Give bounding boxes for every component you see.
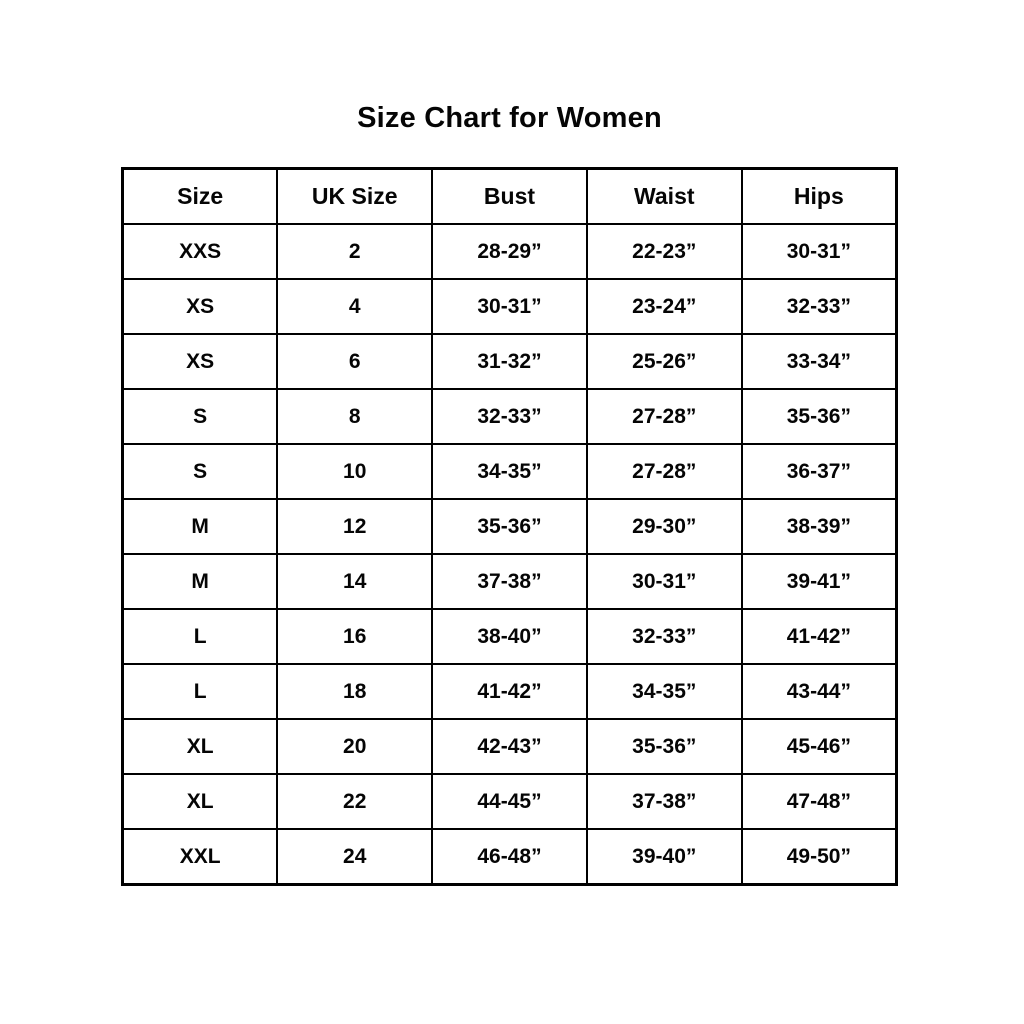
table-row: L 18 41-42” 34-35” 43-44” <box>121 663 898 720</box>
table-cell: 37-38” <box>585 773 743 830</box>
table-cell: M <box>121 553 279 610</box>
table-cell: L <box>121 663 279 720</box>
table-cell: 32-33” <box>585 608 743 665</box>
table-cell: 47-48” <box>740 773 898 830</box>
table-cell: 31-32” <box>431 333 588 390</box>
table-cell: 27-28” <box>585 388 743 445</box>
column-header: Size <box>121 167 279 225</box>
table-row: XXL 24 46-48” 39-40” 49-50” <box>121 828 898 886</box>
table-cell: 39-41” <box>740 553 898 610</box>
table-cell: 2 <box>276 223 434 280</box>
table-cell: S <box>121 388 279 445</box>
table-cell: XS <box>121 278 279 335</box>
table-cell: 22-23” <box>585 223 743 280</box>
table-cell: 24 <box>276 828 434 886</box>
table-cell: XL <box>121 773 279 830</box>
table-row: S 10 34-35” 27-28” 36-37” <box>121 443 898 500</box>
table-cell: XS <box>121 333 279 390</box>
table-cell: S <box>121 443 279 500</box>
table-cell: 35-36” <box>431 498 588 555</box>
table-cell: 18 <box>276 663 434 720</box>
table-row: XS 6 31-32” 25-26” 33-34” <box>121 333 898 390</box>
column-header: Waist <box>585 167 743 225</box>
size-table-head: Size UK Size Bust Waist Hips <box>121 167 898 225</box>
column-header: UK Size <box>276 167 434 225</box>
table-cell: 37-38” <box>431 553 588 610</box>
table-cell: 30-31” <box>740 223 898 280</box>
table-cell: L <box>121 608 279 665</box>
table-cell: 38-40” <box>431 608 588 665</box>
table-cell: 6 <box>276 333 434 390</box>
table-cell: 25-26” <box>585 333 743 390</box>
table-cell: 35-36” <box>740 388 898 445</box>
table-cell: 29-30” <box>585 498 743 555</box>
table-cell: XXL <box>121 828 279 886</box>
header-row: Size UK Size Bust Waist Hips <box>121 167 898 225</box>
table-row: M 12 35-36” 29-30” 38-39” <box>121 498 898 555</box>
table-cell: M <box>121 498 279 555</box>
column-header: Hips <box>740 167 898 225</box>
table-cell: 45-46” <box>740 718 898 775</box>
table-row: XL 20 42-43” 35-36” 45-46” <box>121 718 898 775</box>
table-cell: 39-40” <box>585 828 743 886</box>
table-cell: 42-43” <box>431 718 588 775</box>
table-cell: 16 <box>276 608 434 665</box>
table-row: S 8 32-33” 27-28” 35-36” <box>121 388 898 445</box>
column-header: Bust <box>431 167 588 225</box>
table-cell: 30-31” <box>585 553 743 610</box>
table-row: M 14 37-38” 30-31” 39-41” <box>121 553 898 610</box>
table-cell: 41-42” <box>740 608 898 665</box>
table-cell: 43-44” <box>740 663 898 720</box>
table-row: XS 4 30-31” 23-24” 32-33” <box>121 278 898 335</box>
table-cell: 32-33” <box>431 388 588 445</box>
table-cell: 38-39” <box>740 498 898 555</box>
table-cell: 12 <box>276 498 434 555</box>
table-cell: 44-45” <box>431 773 588 830</box>
table-cell: 36-37” <box>740 443 898 500</box>
table-cell: 20 <box>276 718 434 775</box>
table-cell: 32-33” <box>740 278 898 335</box>
size-table: Size UK Size Bust Waist Hips XXS 2 28-29” 22-23… <box>121 167 898 886</box>
table-cell: XL <box>121 718 279 775</box>
table-row: XL 22 44-45” 37-38” 47-48” <box>121 773 898 830</box>
table-cell: 22 <box>276 773 434 830</box>
table-cell: 30-31” <box>431 278 588 335</box>
table-cell: 34-35” <box>431 443 588 500</box>
table-cell: 10 <box>276 443 434 500</box>
table-cell: 27-28” <box>585 443 743 500</box>
table-cell: 33-34” <box>740 333 898 390</box>
table-row: XXS 2 28-29” 22-23” 30-31” <box>121 223 898 280</box>
table-cell: 35-36” <box>585 718 743 775</box>
table-cell: 49-50” <box>740 828 898 886</box>
table-cell: XXS <box>121 223 279 280</box>
table-cell: 14 <box>276 553 434 610</box>
table-cell: 8 <box>276 388 434 445</box>
table-cell: 4 <box>276 278 434 335</box>
table-cell: 23-24” <box>585 278 743 335</box>
table-cell: 41-42” <box>431 663 588 720</box>
table-cell: 34-35” <box>585 663 743 720</box>
table-cell: 46-48” <box>431 828 588 886</box>
table-cell: 28-29” <box>431 223 588 280</box>
page-title: Size Chart for Women <box>357 102 662 134</box>
table-row: L 16 38-40” 32-33” 41-42” <box>121 608 898 665</box>
size-table-body: XXS 2 28-29” 22-23” 30-31” XS 4 30-31” 23-24” 32-… <box>121 223 898 886</box>
